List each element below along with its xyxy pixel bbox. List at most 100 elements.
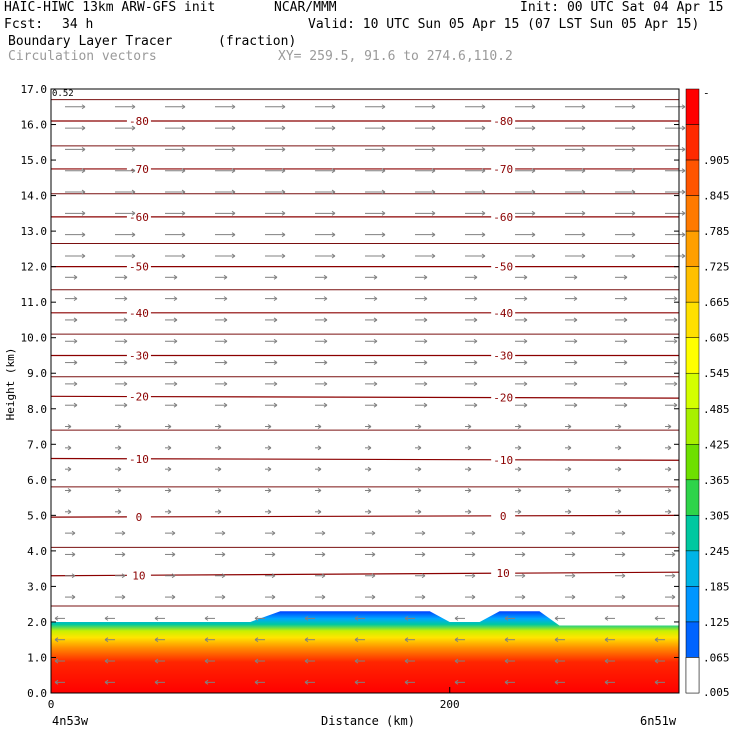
vector-head	[431, 210, 436, 216]
vector-head	[331, 125, 336, 131]
vector-head	[71, 594, 76, 600]
vector-head	[681, 232, 686, 238]
vector-head	[604, 658, 609, 664]
vector-head	[281, 125, 286, 131]
vector-head	[117, 509, 122, 515]
vector-head	[581, 168, 586, 174]
vector-head	[331, 168, 336, 174]
vector-head	[654, 615, 659, 621]
vector-head	[181, 168, 186, 174]
vector-head	[517, 488, 522, 493]
y-tick-label: 16.0	[21, 119, 48, 132]
vector-head	[173, 402, 178, 408]
vector-head	[621, 573, 626, 579]
vector-head	[221, 530, 226, 536]
vector-head	[223, 381, 228, 387]
vector-head	[573, 381, 578, 387]
vector-head	[231, 104, 236, 110]
y-tick-label: 7.0	[27, 438, 47, 451]
vector-head	[554, 615, 559, 621]
vector-head	[254, 679, 259, 685]
vector-head	[581, 253, 586, 259]
org-label: NCAR/MMM	[274, 0, 337, 15]
vector-head	[131, 125, 136, 131]
vector-head	[531, 210, 536, 216]
vector-head	[373, 402, 378, 408]
vector-head	[173, 317, 178, 323]
vector-head	[481, 210, 486, 216]
isotherm-label-bg	[126, 114, 151, 127]
vector-head	[454, 637, 459, 643]
colorbar-swatch	[685, 372, 700, 410]
vector-head	[473, 402, 478, 408]
vector-head	[623, 360, 628, 365]
field-name: Boundary Layer Tracer	[8, 34, 173, 49]
vector-head	[317, 509, 322, 515]
vector-head	[681, 125, 686, 131]
vector-head	[673, 402, 678, 408]
isotherm-label: -10	[493, 454, 513, 467]
vector-head	[321, 552, 326, 557]
valid-time: Valid: 10 UTC Sun 05 Apr 15 (07 LST Sun …	[308, 17, 700, 32]
vector-head	[71, 530, 76, 536]
vector-head	[473, 274, 478, 280]
vector-head	[631, 104, 636, 110]
vector-head	[473, 338, 478, 344]
vector-head	[604, 637, 609, 643]
vector-head	[217, 466, 222, 472]
vector-head	[281, 189, 286, 195]
isotherm-label-bg	[126, 306, 151, 319]
vector-head	[267, 424, 272, 429]
vector-head	[423, 381, 428, 387]
vector-head	[117, 466, 122, 472]
vector-head	[73, 317, 78, 323]
isotherm-label: 0	[136, 511, 143, 524]
vector-head	[54, 679, 59, 685]
vector-head	[417, 445, 422, 451]
vector-head	[204, 615, 209, 621]
isotherm-label-bg	[126, 349, 151, 362]
vector-head	[573, 360, 578, 365]
vector-head	[104, 615, 109, 621]
vector-head	[354, 637, 359, 643]
vector-head	[71, 552, 76, 557]
vector-head	[331, 146, 336, 152]
vector-head	[221, 594, 226, 600]
vector-head	[573, 317, 578, 323]
vector-head	[617, 509, 622, 515]
isotherm-label-bg	[491, 391, 516, 404]
colorbar-label: .545	[703, 367, 730, 380]
vector-head	[131, 189, 136, 195]
vector-head	[221, 552, 226, 557]
vector-head	[123, 296, 128, 302]
vector-head	[521, 594, 526, 600]
vector-head	[121, 530, 126, 536]
vector-head	[623, 338, 628, 344]
vector-head	[367, 424, 372, 429]
vector-head	[354, 615, 359, 621]
vector-head	[281, 210, 286, 216]
vector-head	[431, 146, 436, 152]
vector-head	[523, 296, 528, 302]
vector-head	[367, 509, 372, 515]
y-axis-label: Height (km)	[4, 348, 17, 421]
vector-head	[271, 552, 276, 557]
vector-head	[417, 509, 422, 515]
isotherm-label-bg	[491, 306, 516, 319]
vector-head	[554, 637, 559, 643]
colorbar-label: .185	[703, 580, 730, 593]
vector-head	[631, 189, 636, 195]
vector-head	[423, 360, 428, 365]
isotherm-label: -70	[129, 163, 149, 176]
vector-head	[204, 658, 209, 664]
vector-head	[171, 552, 176, 557]
vector-head	[667, 488, 672, 493]
vector-head	[273, 274, 278, 280]
vector-head	[373, 381, 378, 387]
isotherm-label-bg	[491, 509, 516, 522]
vector-head	[223, 402, 228, 408]
vector-head	[131, 168, 136, 174]
vector-head	[217, 445, 222, 451]
vector-head	[171, 573, 176, 579]
vector-head	[567, 424, 572, 429]
